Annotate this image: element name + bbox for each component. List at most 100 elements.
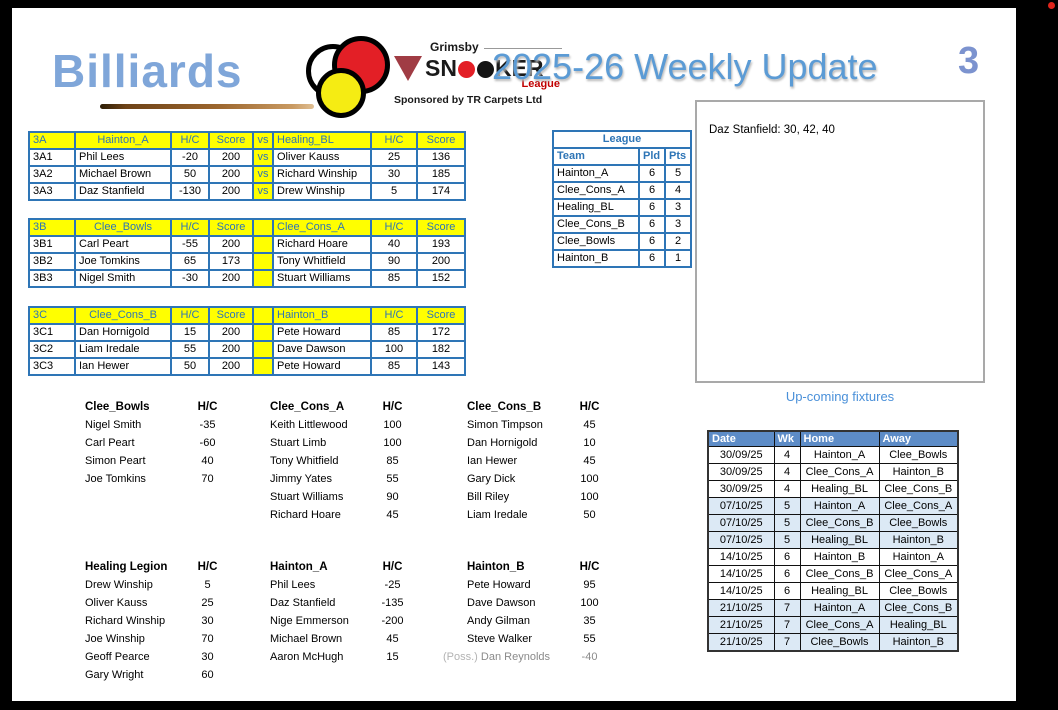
- roster-header: Healing Legion H/C: [85, 558, 320, 576]
- black-ball-letter-icon: [476, 61, 494, 78]
- match-header-cell: 3B: [28, 218, 76, 237]
- player-hc: 45: [583, 455, 596, 467]
- fixtures-cell: 4: [773, 480, 801, 498]
- player-name: Nige Emmerson: [270, 615, 349, 627]
- player-name: Aaron McHugh: [270, 651, 344, 663]
- roster-team-name: Clee_Cons_B: [467, 401, 542, 413]
- player-name: Liam Iredale: [467, 509, 528, 521]
- roster-row: Nige Emmerson -200: [270, 612, 505, 630]
- match-cell: 3C3: [28, 357, 76, 376]
- match-header-cell: H/C: [170, 131, 210, 150]
- roster-team-name: Hainton_B: [467, 561, 525, 573]
- match-cell: 200: [208, 235, 254, 254]
- fixtures-cell: 07/10/25: [707, 497, 775, 515]
- player-hc: 25: [201, 597, 214, 609]
- match-cell: Dan Hornigold: [74, 323, 172, 342]
- player-name: Richard Hoare: [270, 509, 341, 521]
- match-cell: 3B1: [28, 235, 76, 254]
- yellow-ball-icon: [316, 68, 366, 118]
- roster-hc-label: H/C: [197, 401, 218, 413]
- match-cell: 85: [370, 269, 418, 288]
- triangle-of-reds-icon: [394, 56, 422, 81]
- player-hc: -40: [581, 651, 598, 663]
- player-name: Phil Lees: [270, 579, 316, 591]
- league-cell: 1: [664, 249, 692, 268]
- roster-row: Ian Hewer 45: [467, 452, 702, 470]
- player-name: Richard Winship: [85, 615, 166, 627]
- roster-row: Drew Winship 5: [85, 576, 320, 594]
- league-cell: Clee_Bowls: [552, 232, 640, 251]
- roster-hainton-b: Hainton_B H/C Pete Howard 95 Dave Dawson 100 A…: [443, 558, 702, 666]
- league-header-cell: Team: [552, 147, 640, 166]
- player-hc: 100: [383, 419, 402, 431]
- roster-team-name: Healing Legion: [85, 561, 168, 573]
- fixtures-cell: 4: [773, 463, 801, 481]
- fixtures-cell: Hainton_A: [799, 497, 880, 515]
- fixtures-cell: Hainton_B: [799, 548, 880, 566]
- fixtures-cell: Healing_BL: [799, 531, 880, 549]
- match-cell: 200: [208, 323, 254, 342]
- fixtures-cell: Hainton_A: [799, 599, 880, 617]
- match-cell: 15: [170, 323, 210, 342]
- player-name: (Poss.) Dan Reynolds: [443, 651, 550, 663]
- roster-team-name: Clee_Cons_A: [270, 401, 345, 413]
- league-cell: 2: [664, 232, 692, 251]
- player-name: Dave Dawson: [467, 597, 536, 609]
- match-cell: 50: [170, 357, 210, 376]
- match-table-3b: 3B Clee_Bowls H/C Score Clee_Cons_A H/C Score 3…: [28, 218, 466, 288]
- fixtures-header-cell: Home: [799, 430, 880, 447]
- match-cell: 200: [208, 357, 254, 376]
- roster-header: Clee_Cons_A H/C: [270, 398, 505, 416]
- balls-logo-icon: [306, 36, 398, 118]
- player-name: Geoff Pearce: [85, 651, 150, 663]
- fixtures-cell: Hainton_B: [878, 463, 959, 481]
- player-name: Daz Stanfield: [270, 597, 336, 609]
- match-cell: 193: [416, 235, 466, 254]
- fixtures-cell: 07/10/25: [707, 531, 775, 549]
- match-cell: 55: [170, 340, 210, 359]
- player-hc: -60: [199, 437, 216, 449]
- league-header-cell: Pts: [664, 147, 692, 166]
- roster-row: Stuart Limb 100: [270, 434, 505, 452]
- roster-row: Geoff Pearce 30: [85, 648, 320, 666]
- player-hc: 100: [580, 473, 599, 485]
- match-cell: [252, 269, 274, 288]
- match-cell: Michael Brown: [74, 165, 172, 184]
- match-cell: 40: [370, 235, 418, 254]
- match-header-cell: 3C: [28, 306, 76, 325]
- match-cell: vs: [252, 148, 274, 167]
- player-name: Michael Brown: [270, 633, 343, 645]
- fixtures-cell: 7: [773, 599, 801, 617]
- match-header-cell: Hainton_B: [272, 306, 372, 325]
- match-cell: 5: [370, 182, 418, 201]
- cue-stick-graphic: [100, 104, 314, 109]
- match-cell: [252, 252, 274, 271]
- roster-row: Richard Hoare 45: [270, 506, 505, 524]
- match-cell: Oliver Kauss: [272, 148, 372, 167]
- match-cell: Richard Winship: [272, 165, 372, 184]
- match-table-3c: 3C Clee_Cons_B H/C Score Hainton_B H/C Score 3C…: [28, 306, 466, 376]
- player-name: Gary Wright: [85, 669, 144, 681]
- player-name: Jimmy Yates: [270, 473, 332, 485]
- player-hc: -200: [381, 615, 404, 627]
- roster-clee-bowls: Clee_Bowls H/C Nigel Smith -35 Carl Peart -60…: [85, 398, 320, 488]
- roster-row: Keith Littlewood 100: [270, 416, 505, 434]
- match-header-cell: Score: [416, 131, 466, 150]
- match-cell: Drew Winship: [272, 182, 372, 201]
- roster-hainton-a: Hainton_A H/C Phil Lees -25 Daz Stanfield -13…: [270, 558, 505, 666]
- league-cell: 6: [638, 198, 666, 217]
- snooker-word: SN KER: [425, 55, 544, 82]
- fixtures-cell: Hainton_A: [878, 548, 959, 566]
- fixtures-cell: 6: [773, 548, 801, 566]
- roster-row: Dave Dawson 100: [467, 594, 702, 612]
- player-hc: 100: [383, 437, 402, 449]
- match-cell: 3C1: [28, 323, 76, 342]
- snooker-word-start: SN: [425, 55, 457, 81]
- match-header-cell: Clee_Cons_B: [74, 306, 172, 325]
- left-black-bar: [0, 0, 12, 710]
- roster-team-name: Hainton_A: [270, 561, 328, 573]
- player-hc: 100: [580, 491, 599, 503]
- roster-header: Hainton_B H/C: [467, 558, 702, 576]
- logo-region-text: Grimsby: [394, 40, 562, 54]
- match-cell: 174: [416, 182, 466, 201]
